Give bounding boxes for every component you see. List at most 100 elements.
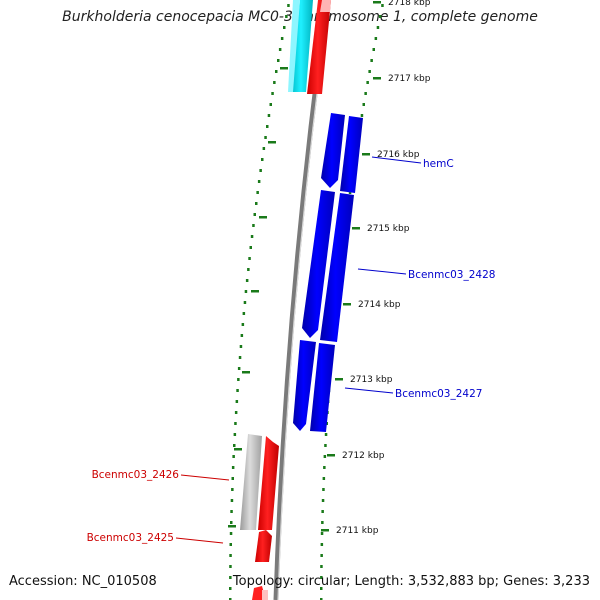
inner-ring-dash <box>250 235 254 238</box>
inner-ring-dash <box>259 169 262 172</box>
outer-ring-dash <box>376 26 380 29</box>
inner-ring-tick <box>280 67 288 70</box>
kbp-tick <box>362 153 370 156</box>
kbp-label: 2715 kbp <box>367 224 410 234</box>
inner-ring-dash <box>257 180 261 183</box>
outer-ring-dash <box>348 191 352 194</box>
inner-ring-dash <box>244 290 248 293</box>
gene-grey <box>240 434 262 530</box>
outer-ring-dash <box>320 576 323 579</box>
gene-label[interactable]: Bcenmc03_2426 <box>92 469 180 481</box>
gene-cyan-1 <box>291 0 313 92</box>
kbp-scale: 2718 kbp 2717 kbp 2716 kbp 2715 kbp 2714 kbp… <box>321 0 431 536</box>
inner-ring-dash <box>234 422 237 425</box>
gene-label[interactable]: Bcenmc03_2428 <box>408 269 495 281</box>
inner-tick-ring <box>228 4 290 600</box>
gene-leader-line <box>357 268 407 275</box>
inner-ring-dash <box>273 81 276 84</box>
inner-ring-dash <box>277 59 280 62</box>
gene-leader-line <box>175 537 224 544</box>
inner-ring-dash <box>229 554 232 557</box>
outer-ring-dash <box>324 433 328 436</box>
inner-ring-dash <box>283 26 286 29</box>
topology-text: Topology: circular; Length: 3,532,883 bp… <box>232 574 590 589</box>
inner-ring-dash <box>252 224 255 227</box>
inner-ring-dash <box>261 158 264 161</box>
accession-text: Accession: NC_010508 <box>9 574 157 589</box>
outer-ring-dash <box>366 81 369 84</box>
outer-ring-dash <box>374 37 378 40</box>
inner-ring-dash <box>237 378 240 381</box>
inner-ring-dash <box>232 455 235 458</box>
gene-red-top <box>307 0 331 94</box>
kbp-tick <box>373 77 381 80</box>
gene-red-top-pink <box>320 0 331 12</box>
outer-ring-dash <box>323 466 326 469</box>
inner-ring-dash <box>262 147 266 150</box>
inner-ring-dash <box>230 521 233 524</box>
inner-ring-tick <box>242 371 250 374</box>
gene-blue-2427-a <box>293 340 316 431</box>
kbp-label: 2717 kbp <box>388 74 431 84</box>
inner-ring-dash <box>229 532 233 535</box>
outer-ring-dash <box>320 587 323 590</box>
gene-blue-hemc-a <box>321 113 345 188</box>
inner-ring-dash <box>229 598 232 600</box>
outer-ring-dash <box>362 103 365 106</box>
outer-ring-dash <box>321 499 325 502</box>
inner-ring-dash <box>253 213 256 216</box>
gene-leader-line <box>180 474 230 481</box>
outer-ring-dash <box>322 488 325 491</box>
outer-ring-dash <box>370 59 373 62</box>
inner-ring-dash <box>242 312 246 315</box>
inner-ring-tick <box>268 141 276 144</box>
kbp-tick <box>373 1 381 4</box>
gene-cyan-2 <box>288 0 300 92</box>
inner-ring-dash <box>278 48 282 51</box>
gene-label-layer: hemC Bcenmc03_2428 Bcenmc03_2427 Bcenmc03_2… <box>87 156 495 544</box>
kbp-label: 2718 kbp <box>388 0 431 8</box>
inner-ring-tick <box>234 448 242 451</box>
gene-red-2426 <box>258 436 279 530</box>
outer-ring-dash <box>320 543 324 546</box>
inner-ring-dash <box>230 510 233 513</box>
kbp-tick <box>335 378 343 381</box>
inner-ring-tick <box>251 290 259 293</box>
outer-ring-dash <box>321 521 324 524</box>
gene-label[interactable]: Bcenmc03_2425 <box>87 532 174 544</box>
outer-ring-dash <box>320 565 323 568</box>
inner-ring-dash <box>231 477 234 480</box>
inner-ring-dash <box>243 301 247 304</box>
gene-leader-line <box>371 156 422 164</box>
outer-ring-dash <box>320 598 323 600</box>
inner-ring-dash <box>248 257 251 260</box>
outer-ring-dash <box>324 444 327 447</box>
outer-ring-dash <box>323 455 327 458</box>
inner-ring-dash <box>235 400 239 403</box>
outer-ring-dash <box>320 532 324 535</box>
gene-features <box>240 0 363 600</box>
gene-label[interactable]: Bcenmc03_2427 <box>395 388 482 400</box>
outer-ring-dash <box>368 70 371 73</box>
inner-ring-dash <box>280 37 284 40</box>
inner-ring-dash <box>264 136 267 139</box>
inner-ring-dash <box>229 565 232 568</box>
inner-ring-tick <box>259 216 267 219</box>
inner-ring-dash <box>240 334 244 337</box>
outer-ring-dash <box>378 15 382 18</box>
kbp-label: 2711 kbp <box>336 526 379 536</box>
inner-ring-dash <box>245 279 249 282</box>
gene-blue-2428-a <box>302 190 335 338</box>
inner-ring-dash <box>236 389 239 392</box>
inner-ring-dash <box>230 499 234 502</box>
inner-ring-dash <box>247 268 250 271</box>
inner-ring-dash <box>241 323 245 326</box>
outer-ring-dash <box>372 48 375 51</box>
kbp-tick <box>327 454 335 457</box>
outer-ring-dash <box>360 114 364 117</box>
gene-label[interactable]: hemC <box>423 158 454 170</box>
inner-ring-dash <box>266 125 269 128</box>
inner-ring-dash <box>256 191 259 194</box>
gene-blue-2427-b <box>310 343 335 432</box>
